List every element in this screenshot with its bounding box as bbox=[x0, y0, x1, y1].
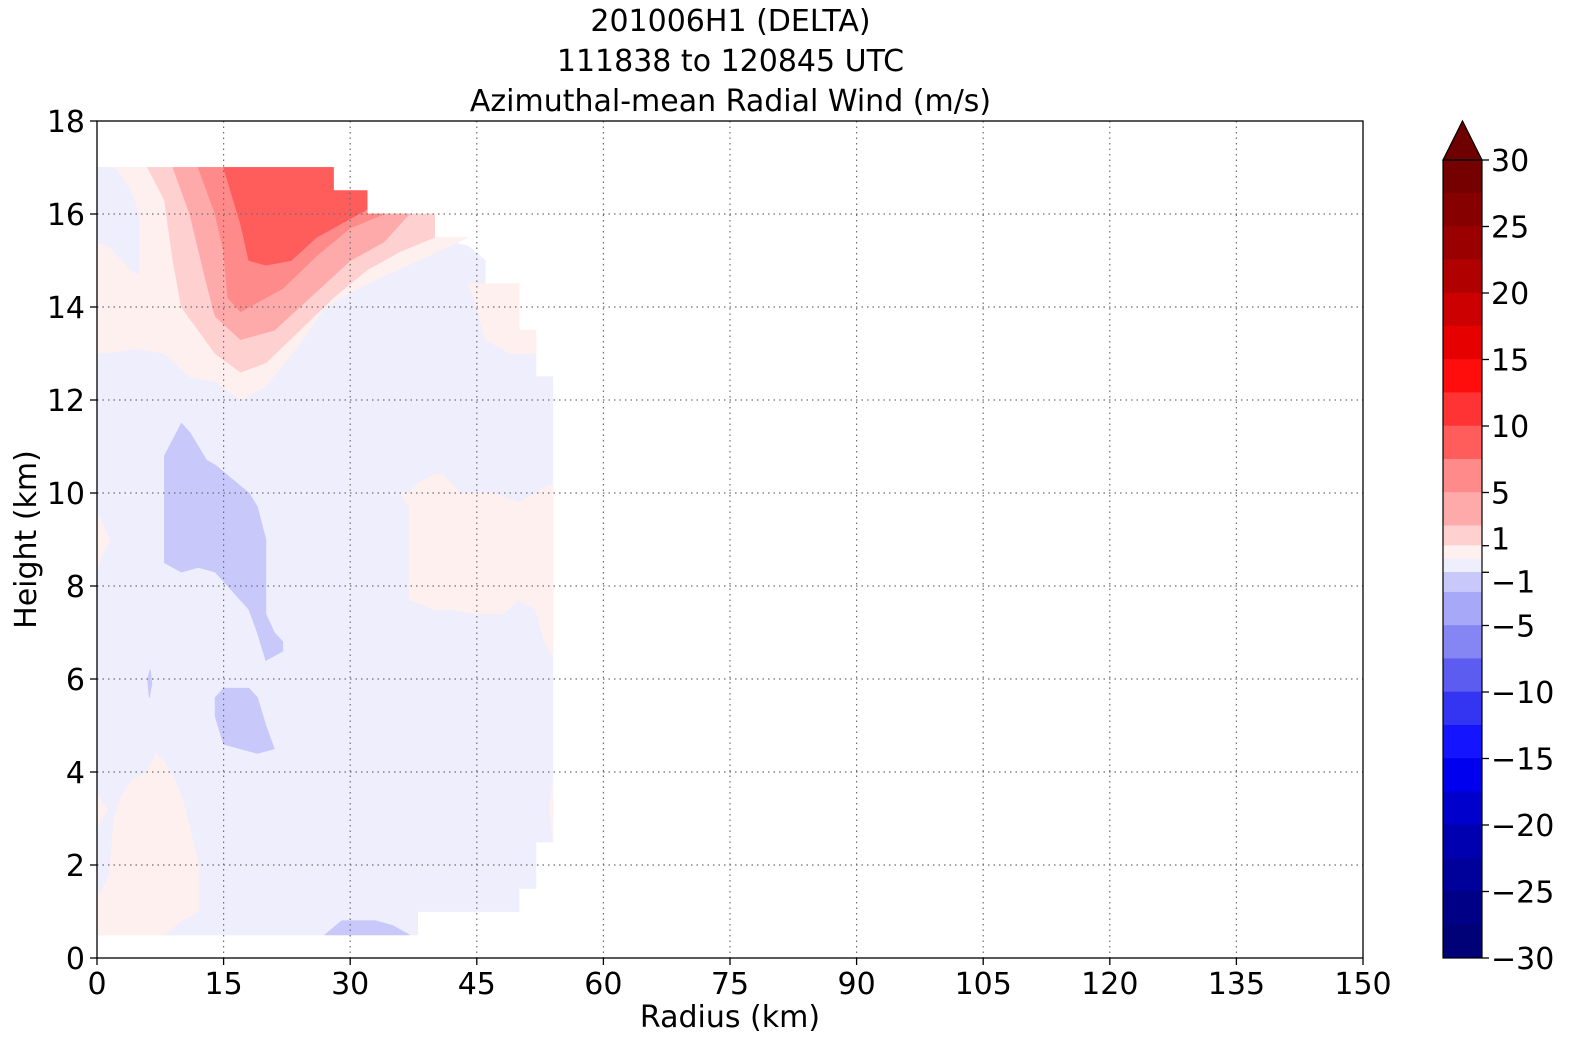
colorbar-band bbox=[1443, 724, 1482, 759]
colorbar-tick-label: −30 bbox=[1491, 942, 1554, 977]
colorbar-band bbox=[1443, 259, 1482, 294]
contour-region-outflow-4 bbox=[223, 167, 368, 266]
colorbar-band bbox=[1443, 558, 1482, 573]
contour-region-inflow-1-mid bbox=[164, 422, 284, 661]
y-tick-label: 0 bbox=[66, 942, 85, 977]
colorbar-band bbox=[1443, 226, 1482, 261]
contour-region-outflow-edge-upper-right bbox=[467, 283, 537, 354]
colorbar-tick-label: −25 bbox=[1491, 876, 1554, 911]
chart-title-line-1: 201006H1 (DELTA) bbox=[590, 4, 871, 39]
x-tick-label: 60 bbox=[584, 967, 622, 1002]
colorbar-band bbox=[1443, 691, 1482, 726]
colorbar-band bbox=[1443, 425, 1482, 460]
contour-region-outflow-edge-bottom-right bbox=[549, 780, 554, 838]
y-tick-label: 4 bbox=[66, 756, 85, 791]
colorbar-tick-label: −5 bbox=[1491, 610, 1535, 645]
colorbar-tick-label: −10 bbox=[1491, 676, 1554, 711]
colorbar-band bbox=[1443, 625, 1482, 660]
y-axis-ticks: 0 2 4 6 8 10 12 14 16 18 bbox=[47, 105, 97, 977]
colorbar-band bbox=[1443, 492, 1482, 527]
colorbar-extend-max bbox=[1442, 119, 1483, 161]
contour-region-outflow-low-left bbox=[96, 753, 199, 936]
contour-region-inflow-1-low bbox=[214, 687, 275, 754]
contour-fill-layer bbox=[96, 167, 554, 936]
colorbar: 30 25 20 15 10 5 1 −1 −5 −10 −15 −20 −25 −30 bbox=[1442, 119, 1554, 977]
x-tick-label: 15 bbox=[205, 967, 243, 1002]
colorbar-band bbox=[1443, 591, 1482, 626]
y-tick-label: 14 bbox=[47, 291, 85, 326]
colorbar-band bbox=[1443, 857, 1482, 892]
colorbar-band bbox=[1443, 359, 1482, 394]
y-tick-label: 16 bbox=[47, 198, 85, 233]
x-tick-label: 120 bbox=[1081, 967, 1138, 1002]
y-tick-label: 12 bbox=[47, 384, 85, 419]
chart-title-line-3: Azimuthal-mean Radial Wind (m/s) bbox=[469, 84, 992, 119]
colorbar-frame bbox=[1442, 159, 1483, 959]
colorbar-band bbox=[1443, 525, 1482, 546]
contour-region-weak-inflow-upper-left bbox=[96, 167, 140, 275]
x-axis-label: Radius (km) bbox=[640, 1000, 820, 1035]
colorbar-band bbox=[1443, 791, 1482, 826]
colorbar-band bbox=[1443, 292, 1482, 327]
x-tick-label: 0 bbox=[87, 967, 106, 1002]
colorbar-band bbox=[1443, 458, 1482, 493]
colorbar-band bbox=[1443, 924, 1482, 959]
x-tick-label: 75 bbox=[711, 967, 749, 1002]
colorbar-band bbox=[1443, 758, 1482, 793]
chart-title-line-2: 111838 to 120845 UTC bbox=[556, 44, 905, 79]
y-axis-label: Height (km) bbox=[9, 450, 44, 629]
x-tick-label: 30 bbox=[331, 967, 369, 1002]
colorbar-tick-label: 10 bbox=[1491, 410, 1529, 445]
grid-lines bbox=[97, 121, 1363, 958]
x-tick-label: 45 bbox=[458, 967, 496, 1002]
colorbar-band bbox=[1443, 159, 1482, 194]
contour-region-outflow-mid-right bbox=[400, 473, 554, 657]
colorbar-tick-label: −20 bbox=[1491, 809, 1554, 844]
colorbar-band bbox=[1443, 572, 1482, 593]
colorbar-tick-label: 25 bbox=[1491, 211, 1529, 246]
colorbar-tick-label: −15 bbox=[1491, 743, 1554, 778]
x-tick-label: 105 bbox=[955, 967, 1012, 1002]
colorbar-tick-label: 15 bbox=[1491, 344, 1529, 379]
colorbar-band bbox=[1443, 325, 1482, 360]
x-tick-label: 150 bbox=[1334, 967, 1391, 1002]
x-tick-label: 90 bbox=[838, 967, 876, 1002]
colorbar-tick-label: 30 bbox=[1491, 144, 1529, 179]
colorbar-tick-label: 5 bbox=[1491, 477, 1510, 512]
y-tick-label: 8 bbox=[66, 570, 85, 605]
colorbar-tick-label: 20 bbox=[1491, 277, 1529, 312]
y-tick-label: 18 bbox=[47, 105, 85, 140]
x-tick-label: 135 bbox=[1208, 967, 1265, 1002]
colorbar-band bbox=[1443, 658, 1482, 693]
colorbar-band bbox=[1443, 891, 1482, 926]
x-axis-ticks: 0 15 30 45 60 75 90 105 120 135 150 bbox=[87, 958, 1392, 1002]
y-tick-label: 2 bbox=[66, 849, 85, 884]
colorbar-tick-label: −1 bbox=[1491, 565, 1535, 600]
y-tick-label: 6 bbox=[66, 663, 85, 698]
colorbar-band bbox=[1443, 392, 1482, 427]
colorbar-band bbox=[1443, 545, 1482, 560]
colorbar-tick-label: 1 bbox=[1491, 523, 1510, 558]
y-tick-label: 10 bbox=[47, 477, 85, 512]
colorbar-band bbox=[1443, 824, 1482, 859]
contour-region-inflow-1-tiny bbox=[147, 669, 153, 698]
contour-region-inflow-1-bottom bbox=[324, 920, 410, 936]
colorbar-band bbox=[1443, 192, 1482, 227]
